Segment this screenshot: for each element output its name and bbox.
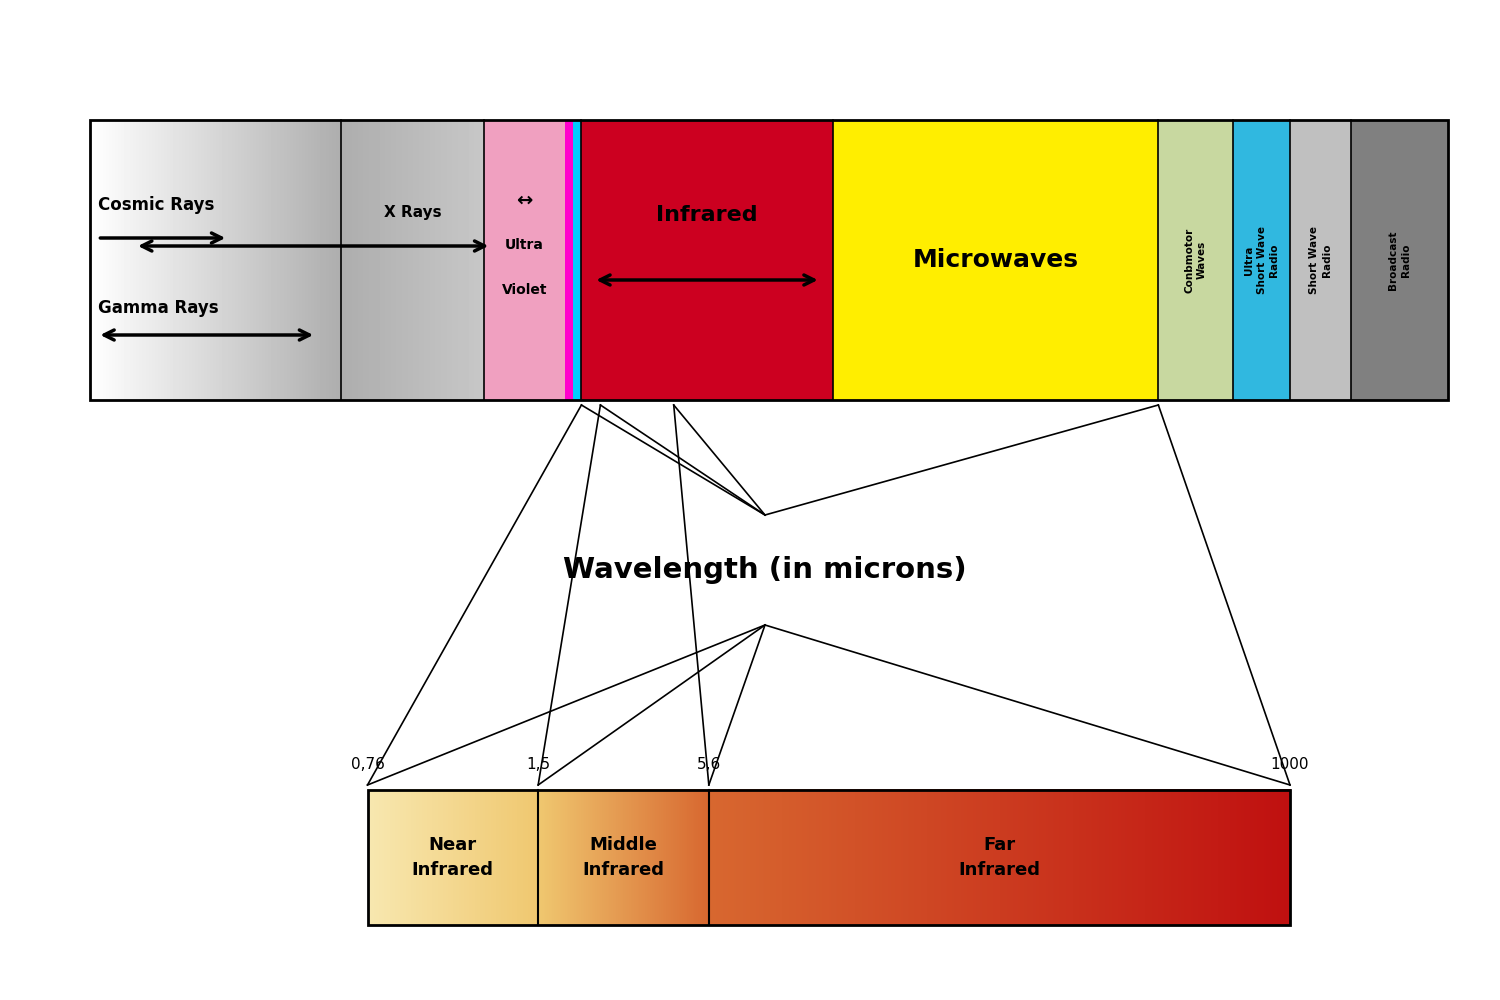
Text: Ultra
Short Wave
Radio: Ultra Short Wave Radio [1244,226,1280,294]
Text: ↔: ↔ [516,190,532,210]
Text: Wavelength (in microns): Wavelength (in microns) [562,556,968,584]
Text: Far
Infrared: Far Infrared [958,836,1041,879]
Bar [483,120,566,400]
Text: Violet: Violet [501,283,548,297]
Text: X Rays: X Rays [384,205,441,220]
Bar [1233,120,1290,400]
Bar [90,120,340,400]
Text: 1,5: 1,5 [526,757,550,772]
Text: Middle
Infrared: Middle Infrared [582,836,664,879]
Text: Microwaves: Microwaves [912,248,1078,272]
Text: 1000: 1000 [1270,757,1310,772]
Text: Cosmic Rays: Cosmic Rays [98,196,214,214]
Text: Gamma Rays: Gamma Rays [98,299,218,317]
Bar [90,120,1448,400]
Text: Infrared: Infrared [656,205,758,225]
Bar [368,790,1290,925]
Text: Short Wave
Radio: Short Wave Radio [1310,226,1332,294]
Bar [1290,120,1352,400]
Text: 0,76: 0,76 [351,757,384,772]
Text: Ultra: Ultra [506,238,544,252]
Text: 5,6: 5,6 [696,757,721,772]
Bar [573,120,582,400]
Bar [833,120,1158,400]
Bar [340,120,483,400]
Text: Broadcast
Radio: Broadcast Radio [1388,230,1410,290]
Bar [566,120,573,400]
Text: Conbmotor
Waves: Conbmotor Waves [1185,227,1208,293]
Bar [582,120,832,400]
Bar [1158,120,1233,400]
Text: Near
Infrared: Near Infrared [413,836,494,879]
Bar [1352,120,1448,400]
